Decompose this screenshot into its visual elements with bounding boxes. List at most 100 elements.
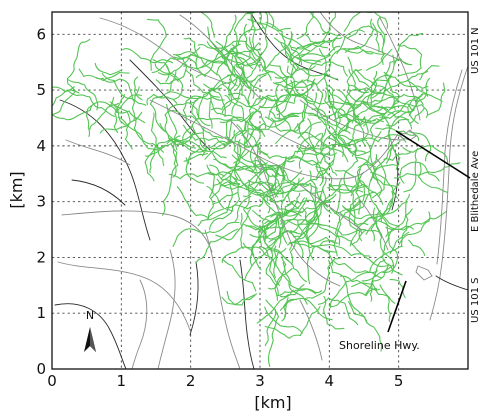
street-segment bbox=[403, 147, 419, 193]
street-segment bbox=[329, 207, 342, 257]
street-segment bbox=[117, 116, 166, 151]
street-segment bbox=[185, 157, 205, 184]
street-segment bbox=[240, 212, 244, 250]
street-segment bbox=[245, 95, 268, 149]
x-tick-label: 4 bbox=[325, 372, 335, 390]
street-segment bbox=[264, 31, 293, 71]
street-segment bbox=[182, 124, 226, 145]
street-segment bbox=[185, 69, 220, 98]
street-segment bbox=[407, 93, 443, 125]
street-segment bbox=[52, 102, 95, 121]
street-segment bbox=[346, 68, 368, 104]
street-segment bbox=[132, 86, 140, 122]
street-segment bbox=[333, 96, 399, 121]
street-segment bbox=[234, 48, 253, 66]
street-segment bbox=[251, 142, 260, 173]
street-segment bbox=[317, 297, 359, 326]
blithedale-callout-line bbox=[395, 130, 471, 179]
street-segment bbox=[250, 12, 256, 53]
street-segment bbox=[294, 81, 309, 132]
street-segment bbox=[203, 83, 226, 118]
street-segment bbox=[108, 105, 146, 124]
street-segment bbox=[269, 166, 280, 201]
street-segment bbox=[219, 111, 254, 124]
street-segment bbox=[322, 111, 361, 126]
street-segment bbox=[352, 71, 378, 116]
street-segment bbox=[242, 208, 268, 239]
street-segment bbox=[161, 142, 179, 216]
us101-north-label: US 101 N bbox=[470, 27, 479, 74]
street-segment bbox=[387, 93, 424, 150]
street-segment bbox=[351, 282, 378, 291]
street-segment bbox=[210, 96, 263, 133]
street-segment bbox=[290, 39, 333, 50]
street-segment bbox=[399, 161, 440, 184]
street-segment bbox=[289, 45, 329, 78]
x-tick-label: 2 bbox=[186, 372, 196, 390]
street-segment bbox=[377, 16, 386, 66]
street-segment bbox=[276, 288, 317, 297]
street-segment bbox=[402, 145, 449, 165]
street-segment bbox=[211, 152, 252, 171]
street-segment bbox=[159, 122, 205, 153]
street-segment bbox=[393, 33, 424, 65]
street-segment bbox=[427, 82, 446, 116]
street-segment bbox=[210, 181, 241, 199]
street-segment bbox=[263, 197, 308, 250]
street-segment bbox=[239, 65, 244, 97]
background-road bbox=[379, 17, 421, 121]
street-segment bbox=[408, 239, 426, 256]
street-segment bbox=[146, 18, 167, 71]
street-segment bbox=[327, 186, 364, 193]
street-segment bbox=[362, 181, 401, 225]
street-segment bbox=[370, 171, 399, 200]
street-segment bbox=[343, 144, 359, 184]
background-road bbox=[57, 261, 191, 331]
street-segment bbox=[187, 148, 227, 165]
street-segment bbox=[355, 134, 407, 143]
street-segment bbox=[195, 14, 237, 79]
street-segment bbox=[347, 56, 370, 88]
street-segment bbox=[212, 191, 239, 205]
street-segment bbox=[220, 165, 271, 191]
street-segment bbox=[133, 116, 164, 153]
street-segment bbox=[226, 290, 256, 306]
street-segment bbox=[372, 22, 380, 53]
street-segment bbox=[67, 78, 99, 111]
street-segment bbox=[267, 79, 294, 102]
street-segment bbox=[208, 164, 225, 177]
street-segment bbox=[326, 84, 335, 109]
street-segment bbox=[347, 131, 382, 157]
street-segment bbox=[308, 114, 351, 134]
us101-south-label: US 101 S bbox=[470, 278, 479, 323]
street-segment bbox=[246, 12, 268, 66]
street-segment bbox=[272, 79, 315, 96]
street-segment bbox=[234, 195, 252, 222]
street-segment bbox=[353, 94, 389, 126]
street-segment bbox=[357, 153, 378, 168]
street-segment bbox=[408, 77, 431, 117]
street-segment bbox=[333, 260, 379, 274]
north-arrow: N bbox=[84, 309, 96, 352]
background-road bbox=[59, 99, 151, 241]
street-segment bbox=[270, 117, 330, 149]
x-tick-label: 3 bbox=[255, 372, 265, 390]
street-segment bbox=[297, 219, 338, 253]
street-segment bbox=[317, 224, 371, 257]
street-segment bbox=[375, 127, 420, 142]
street-segment bbox=[173, 54, 230, 97]
street-segment bbox=[306, 170, 318, 224]
street-segment bbox=[101, 72, 147, 106]
street-segment bbox=[210, 130, 250, 150]
street-segment bbox=[221, 246, 276, 268]
street-segment bbox=[233, 12, 258, 48]
street-segment bbox=[349, 217, 377, 247]
street-segment bbox=[268, 256, 287, 290]
street-segment bbox=[195, 228, 239, 264]
street-segment bbox=[348, 45, 384, 55]
street-segment bbox=[365, 190, 394, 235]
street-segment bbox=[219, 180, 251, 188]
street-segment bbox=[315, 143, 336, 179]
street-segment bbox=[322, 186, 332, 214]
street-segment bbox=[328, 184, 364, 188]
